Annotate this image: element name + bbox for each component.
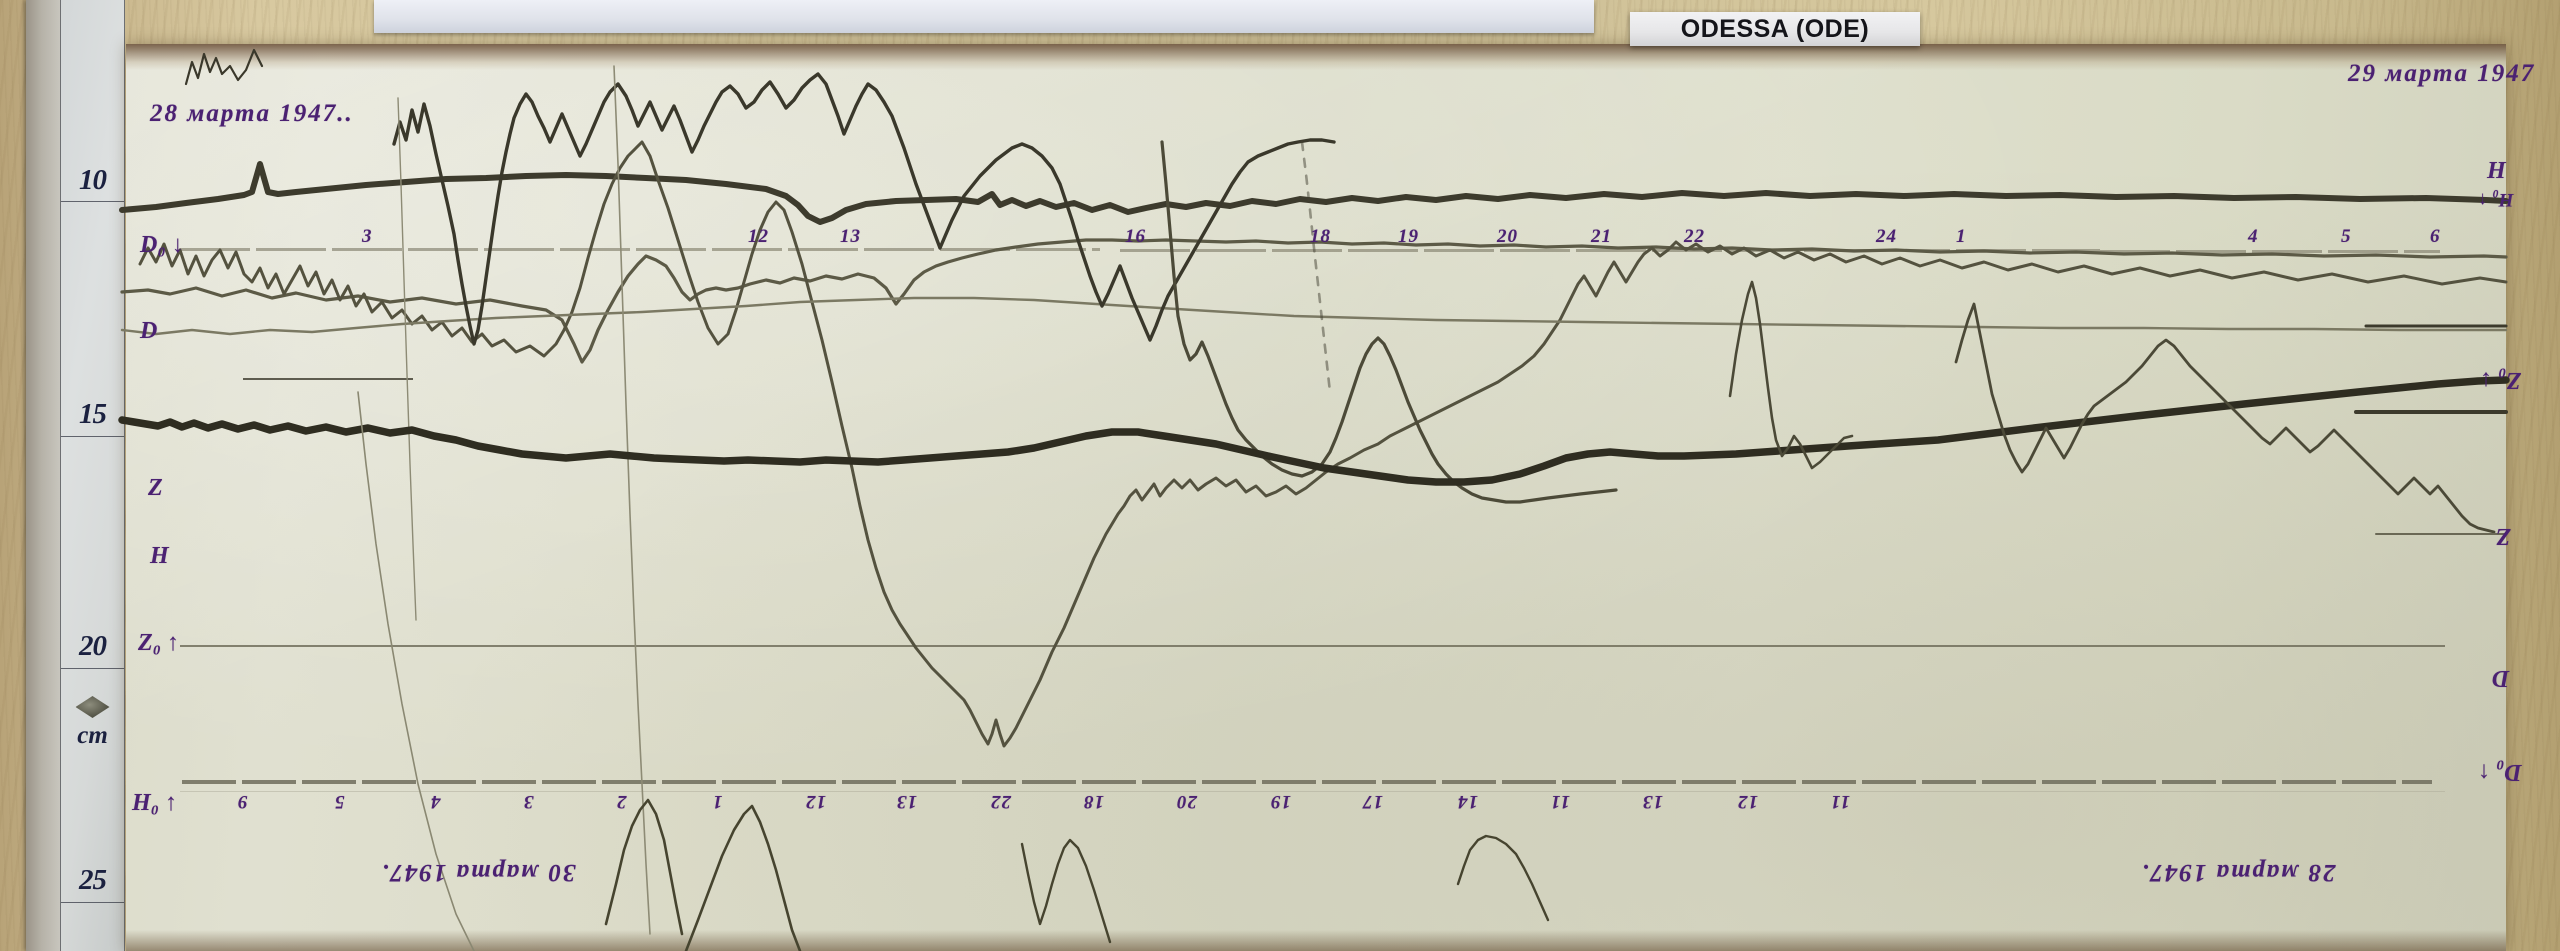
trace-storm-gap bbox=[1300, 140, 1332, 394]
trace-bottom-fragment-3 bbox=[1020, 838, 1112, 944]
label-left-h0: H₀ ↑ bbox=[132, 790, 178, 816]
annotation-top-left-date: 28 марта 1947.. bbox=[150, 100, 354, 127]
time-tick-label: 11 bbox=[1550, 791, 1570, 812]
trace-d-upper-jitter bbox=[184, 48, 264, 86]
time-tick-label: 12 bbox=[805, 791, 826, 812]
label-right-d0: D₀ ↑ bbox=[2478, 759, 2522, 785]
station-label-sticker: ODESSA (ODE) bbox=[1630, 12, 1920, 46]
ruler-mount: 10 15 20 cm 25 bbox=[26, 0, 125, 951]
time-tick-label: 6 bbox=[2430, 226, 2441, 247]
trace-d-lower bbox=[118, 376, 2510, 486]
z0-baseline bbox=[180, 645, 2445, 647]
time-tick-label: 12 bbox=[748, 226, 769, 247]
trace-lower-storm bbox=[1954, 302, 2496, 534]
time-tick-label: 12 bbox=[1737, 791, 1758, 812]
ruler-mark-20: 20 bbox=[79, 630, 107, 662]
time-tick-label: 13 bbox=[840, 226, 861, 247]
sheet-top-shadow bbox=[126, 44, 2506, 70]
mounting-screw-icon bbox=[75, 696, 110, 718]
annotation-bottom-left-date: 30 марта 1947. bbox=[380, 859, 576, 886]
time-tick-label: 2 bbox=[616, 791, 627, 812]
time-tick-label: 4 bbox=[2248, 226, 2259, 247]
time-tick-label: 5 bbox=[2341, 226, 2352, 247]
trace-bottom-fragment-2 bbox=[684, 804, 802, 951]
label-right-z: Z bbox=[2496, 523, 2511, 549]
label-right-h0: H₀ ↑ bbox=[2478, 189, 2514, 210]
time-tick-label: 19 bbox=[1398, 226, 1419, 247]
d0-reference-segment bbox=[243, 378, 413, 380]
trace-bottom-fragment-1 bbox=[604, 798, 684, 936]
time-tick-label: 20 bbox=[1497, 226, 1518, 247]
trace-z-disturbed bbox=[138, 140, 2508, 748]
time-tick-label: 18 bbox=[1310, 226, 1331, 247]
trace-lower-spike bbox=[1728, 280, 1854, 470]
time-tick-label: 14 bbox=[1457, 791, 1478, 812]
ruler-mark-15: 15 bbox=[79, 398, 107, 430]
time-tick-label: 20 bbox=[1176, 791, 1197, 812]
trace-hairline-drop-1 bbox=[613, 65, 651, 935]
ruler-rule bbox=[61, 201, 124, 202]
label-left-d0: D₀ ↓ bbox=[140, 232, 184, 258]
ruler-rule bbox=[61, 436, 124, 437]
top-time-baseline-a bbox=[180, 248, 1100, 251]
label-left-z0: Z₀ ↑ bbox=[138, 630, 180, 656]
station-label-text: ODESSA (ODE) bbox=[1680, 14, 1870, 43]
label-right-d: D bbox=[2492, 665, 2510, 691]
annotation-top-right-date: 29 марта 1947 bbox=[2348, 60, 2536, 87]
trace-hairline-drop-2 bbox=[397, 97, 417, 621]
annotation-bottom-right-date: 28 марта 1947. bbox=[2140, 859, 2336, 886]
trace-bottom-fragment-4 bbox=[1456, 834, 1550, 922]
trace-curves bbox=[118, 48, 2510, 951]
trace-storm-upper bbox=[392, 72, 1336, 346]
time-tick-label: 9 bbox=[237, 791, 248, 812]
time-tick-label: 22 bbox=[990, 791, 1011, 812]
time-tick-label: 24 bbox=[1876, 226, 1897, 247]
time-tick-label: 22 bbox=[1684, 226, 1705, 247]
scale-ruler: 10 15 20 cm 25 bbox=[60, 0, 125, 951]
time-tick-label: 17 bbox=[1362, 791, 1383, 812]
time-tick-label: 1 bbox=[1956, 226, 1967, 247]
ruler-rule bbox=[61, 902, 124, 903]
trace-hairline-lower bbox=[357, 391, 475, 951]
ruler-rule bbox=[61, 668, 124, 669]
label-left-z: Z bbox=[148, 475, 163, 501]
blank-paper-strip bbox=[374, 0, 1594, 33]
time-tick-label: 16 bbox=[1125, 226, 1146, 247]
sheet-bottom-shadow bbox=[126, 930, 2506, 951]
trace-z-upper bbox=[120, 238, 2508, 364]
time-tick-label: 3 bbox=[523, 791, 534, 812]
top-time-baseline-c bbox=[2100, 250, 2440, 253]
time-tick-label: 3 bbox=[362, 226, 373, 247]
trace-h-storm bbox=[1160, 140, 1618, 504]
label-left-h: H bbox=[150, 543, 169, 569]
time-tick-label: 13 bbox=[1642, 791, 1663, 812]
time-tick-label: 11 bbox=[1830, 791, 1850, 812]
time-tick-label: 13 bbox=[896, 791, 917, 812]
ruler-mark-25: 25 bbox=[79, 864, 107, 896]
trace-h-upper bbox=[120, 296, 2508, 336]
bottom-time-baseline bbox=[182, 780, 2432, 784]
trace-d-upper bbox=[119, 161, 2509, 225]
label-right-h: H bbox=[2487, 158, 2506, 184]
time-tick-label: 5 bbox=[334, 791, 345, 812]
time-tick-label: 21 bbox=[1591, 226, 1612, 247]
label-left-d: D bbox=[140, 318, 158, 344]
ruler-unit-label: cm bbox=[77, 722, 108, 749]
label-right-z0: Z₀ ↓ bbox=[2480, 367, 2522, 393]
time-tick-label: 18 bbox=[1083, 791, 1104, 812]
top-time-baseline-b bbox=[1120, 249, 2100, 252]
time-tick-label: 1 bbox=[712, 791, 723, 812]
ruler-mark-10: 10 bbox=[79, 164, 107, 196]
time-tick-label: 19 bbox=[1270, 791, 1291, 812]
time-tick-label: 4 bbox=[430, 791, 441, 812]
h0-baseline bbox=[180, 791, 2445, 792]
